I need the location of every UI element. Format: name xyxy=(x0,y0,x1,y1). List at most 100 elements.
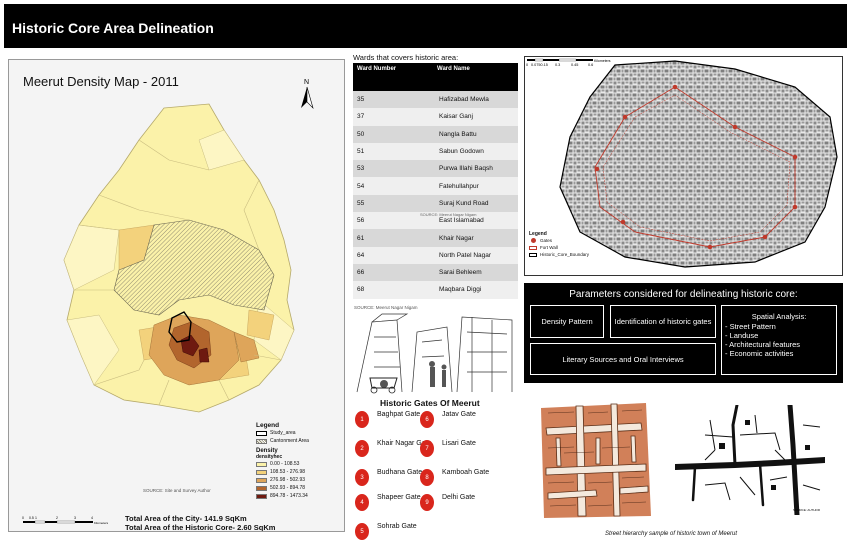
param-density: Density Pattern xyxy=(530,305,604,338)
legend-class-label: 276.98 - 502.93 xyxy=(270,477,306,483)
spatial-title: Spatial Analysis: xyxy=(751,312,807,321)
table-row: 35 Hafizabad Mewla xyxy=(353,91,518,109)
table-row: 51 Sabun Godown xyxy=(353,142,518,161)
header-bar: Historic Core Area Delineation xyxy=(4,4,847,48)
legend-class-swatch xyxy=(256,461,267,467)
legend-study-area: Study_area xyxy=(256,429,342,437)
street-map-sketch-b: SOURCE: AUTHOR xyxy=(675,405,825,515)
legend-class-label: 502.93 - 894.78 xyxy=(270,485,306,491)
legend-title: Legend xyxy=(256,422,280,429)
sketch-source: SOURCE: Meerut Nagar Nigam xyxy=(354,305,418,310)
gate-item: 4 Shapeer Gate xyxy=(355,494,421,511)
ward-name-cell: Khair Nagar xyxy=(433,229,518,247)
parameters-title: Parameters considered for delineating hi… xyxy=(569,289,798,300)
table-row: 54 Fatehullahpur xyxy=(353,177,518,195)
svg-text:0.45: 0.45 xyxy=(571,63,578,67)
ward-number-cell: 51 xyxy=(353,142,433,161)
ward-number-cell: 66 xyxy=(353,263,433,282)
gate-item: 3 Budhana Gate xyxy=(355,469,422,486)
legend-label: Fort Wall xyxy=(540,245,558,250)
gate-number-badge: 6 xyxy=(420,411,434,428)
svg-text:0: 0 xyxy=(526,63,528,67)
svg-text:0: 0 xyxy=(22,516,24,520)
gate-name: Shapeer Gate xyxy=(377,494,421,501)
gates-title: Historic Gates Of Meerut xyxy=(380,398,480,408)
gate-name: Sohrab Gate xyxy=(377,523,417,530)
gate-item: 8 Kamboah Gate xyxy=(420,469,489,486)
ward-name-cell: Kaisar Ganj xyxy=(433,108,518,126)
wards-caption: Wards that covers historic area: xyxy=(353,53,459,62)
gate-number-badge: 9 xyxy=(420,494,434,511)
param-gates: Identification of historic gates xyxy=(610,305,716,338)
ward-name-cell: East Islamabad xyxy=(433,212,518,230)
legend-class-swatch xyxy=(256,477,267,483)
ward-name-cell: Hafizabad Mewla xyxy=(433,91,518,109)
legend-density-title: Density xyxy=(256,448,278,454)
street-sketch-image xyxy=(352,312,517,396)
legend-class-row: 276.98 - 502.93 xyxy=(256,476,342,484)
ward-name-cell: Fatehullahpur xyxy=(433,177,518,195)
ward-name-cell: Suraj Kund Road xyxy=(433,194,518,213)
gate-number-badge: 8 xyxy=(420,469,434,486)
spatial-item: - Street Pattern xyxy=(725,322,776,331)
svg-text:1: 1 xyxy=(35,516,37,520)
table-row: 50 Nangla Battu xyxy=(353,125,518,143)
legend-class-label: 894.78 - 1473.34 xyxy=(270,493,308,499)
ward-source: SOURCE: Meerut Nagar Nigam xyxy=(420,212,477,217)
wards-header-row: Ward Number Ward Name xyxy=(353,63,518,91)
cantonment-swatch xyxy=(256,438,267,444)
spatial-item: - Architectural features xyxy=(725,340,801,349)
ward-number-cell: 56 xyxy=(353,212,433,230)
legend-label: Cantonment Area xyxy=(270,438,309,444)
core-scale-bar: 0 0.0750.15 0.3 0.45 0.6 Kilometers xyxy=(526,58,611,67)
gate-number-badge: 5 xyxy=(355,523,369,540)
gate-item: 6 Jatav Gate xyxy=(420,411,476,428)
spatial-item: - Economic activities xyxy=(725,349,794,358)
svg-text:2: 2 xyxy=(56,516,58,520)
ward-number-cell: 68 xyxy=(353,281,433,299)
svg-text:SOURCE: AUTHOR: SOURCE: AUTHOR xyxy=(793,508,821,512)
historic-core-map: Legend Gates Fort Wall Historic_Core_Bou… xyxy=(524,56,843,276)
map-title: Meerut Density Map - 2011 xyxy=(23,74,179,89)
gate-item: 2 Khair Nagar Gate xyxy=(355,440,431,457)
gate-number-badge: 3 xyxy=(355,469,369,486)
ward-name-header: Ward Name xyxy=(433,63,518,91)
svg-text:3: 3 xyxy=(74,516,76,520)
ward-number-cell: 55 xyxy=(353,194,433,213)
gate-item: 5 Sohrab Gate xyxy=(355,523,417,540)
ward-name-cell: Nangla Battu xyxy=(433,125,518,143)
north-arrow-icon: N xyxy=(301,79,314,110)
ward-number-cell: 61 xyxy=(353,229,433,247)
gate-name: Jatav Gate xyxy=(442,411,476,418)
table-row: 66 Sarai Behleem xyxy=(353,263,518,282)
table-row: 61 Khair Nagar xyxy=(353,229,518,247)
gate-number-badge: 2 xyxy=(355,440,369,457)
ward-number-cell: 53 xyxy=(353,160,433,178)
gate-name: Delhi Gate xyxy=(442,494,476,501)
gate-number-badge: 4 xyxy=(355,494,369,511)
ward-number-cell: 64 xyxy=(353,246,433,264)
ward-number-cell: 50 xyxy=(353,125,433,143)
legend-class-label: 108.53 - 276.98 xyxy=(270,469,306,475)
fort-wall-swatch xyxy=(529,245,537,250)
gate-item: 9 Delhi Gate xyxy=(420,494,475,511)
svg-text:4: 4 xyxy=(91,516,93,520)
spatial-item: - Landuse xyxy=(725,331,759,340)
legend-class-row: 108.53 - 276.98 xyxy=(256,468,342,476)
legend-class-label: 0.00 - 108.53 xyxy=(270,461,300,467)
svg-text:N: N xyxy=(304,79,309,86)
ward-name-cell: Sarai Behleem xyxy=(433,263,518,282)
core-legend-boundary: Historic_Core_Boundary xyxy=(529,251,589,258)
ward-number-header: Ward Number xyxy=(353,63,433,91)
legend-class-row: 0.00 - 108.53 xyxy=(256,460,342,468)
table-row: 55 Suraj Kund Road xyxy=(353,194,518,213)
ward-name-cell: Purwa Illahi Baqsh xyxy=(433,160,518,178)
study-area-swatch xyxy=(256,430,267,436)
gate-item: 7 Lisari Gate xyxy=(420,440,476,457)
gate-name: Lisari Gate xyxy=(442,440,476,447)
gate-number-badge: 7 xyxy=(420,440,434,457)
legend-classes: 0.00 - 108.53 108.53 - 276.98 276.98 - 502… xyxy=(256,460,342,500)
svg-text:0.3: 0.3 xyxy=(555,63,560,67)
ward-number-cell: 54 xyxy=(353,177,433,195)
core-map-legend: Legend Gates Fort Wall Historic_Core_Bou… xyxy=(529,231,589,258)
